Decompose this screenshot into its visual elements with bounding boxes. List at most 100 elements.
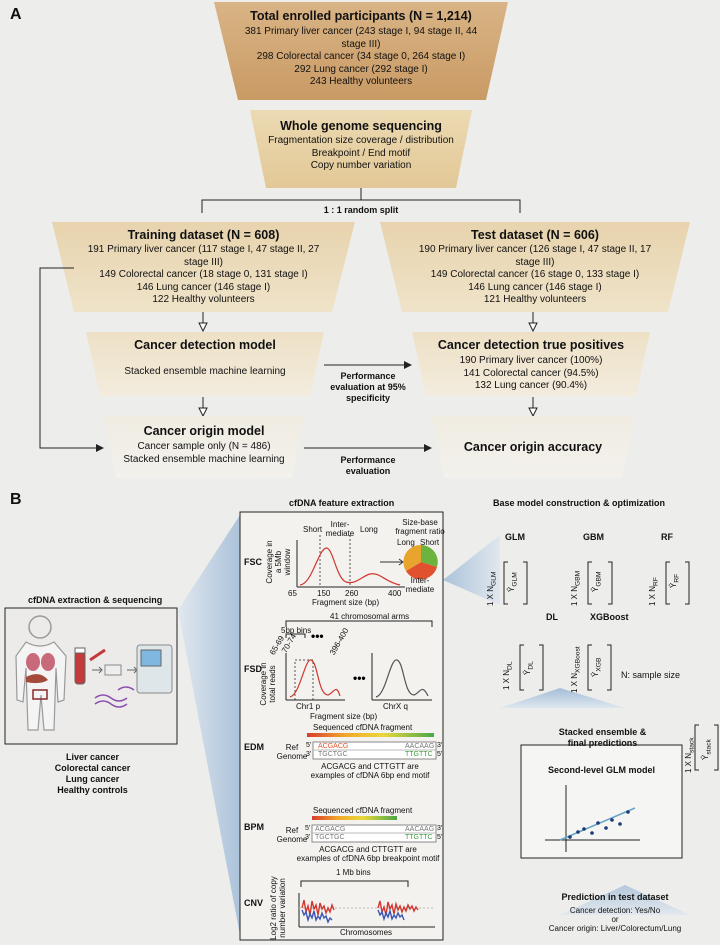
prediction-line: Cancer detection: Yes/No [569, 906, 661, 915]
fsc-ylabel: a 5Mb window [274, 548, 292, 576]
model-yhat: ŶRF [669, 573, 681, 588]
bpm-seq: AACAAG [405, 826, 435, 833]
edm-end: 3' [306, 751, 312, 758]
model-yhat: ŶGBM [591, 571, 603, 592]
test-box [380, 222, 690, 312]
pie-label-mediate: mediate [405, 585, 435, 594]
edm-end: 3' [437, 742, 443, 749]
training-line: 146 Lung cancer (146 stage I) [136, 281, 271, 293]
fsd-label: FSD [244, 664, 262, 674]
bpm-label: BPM [244, 822, 264, 832]
stacked-title: final predictions [567, 738, 638, 748]
enrolled-title: Total enrolled participants (N = 1,214) [250, 9, 472, 23]
n-note: N: sample size [621, 670, 681, 680]
fsc-region-mediate: mediate [325, 529, 355, 538]
pie-label-short: Short [420, 538, 440, 547]
group-label: Colorectal cancer [54, 763, 131, 773]
origin-model-line: Stacked ensemble machine learning [123, 453, 285, 465]
perf-eval-95-line: specificity [345, 393, 391, 403]
wgs-line: Copy number variation [310, 160, 412, 171]
model-yhat: ŶXGB [591, 657, 603, 677]
origin-model-title: Cancer origin model [143, 424, 265, 438]
panel-a-letter: A [10, 6, 22, 23]
edm-seq: TGCTGC [318, 751, 348, 758]
panel-b-shapes: ••• ••• [4, 511, 719, 941]
svg-text:•••: ••• [311, 629, 324, 643]
group-label: Healthy controls [57, 785, 128, 795]
bpm-ref: Genome [276, 835, 308, 844]
bpm-diagram [311, 816, 437, 843]
origin-model-box [104, 416, 304, 478]
wgs-line: Fragmentation size coverage / distributi… [268, 135, 454, 146]
cnv-xlabel: Chromosomes [340, 928, 393, 937]
model-dim: 1 X NRF [648, 577, 660, 606]
test-line: 190 Primary liver cancer (126 stage I, 4… [418, 244, 652, 255]
bpm-ref: Ref [285, 826, 299, 835]
detection-box [86, 332, 324, 396]
pie-label-inter: Inter- [410, 576, 430, 585]
test-line: stage III) [515, 256, 555, 268]
wgs-box [250, 110, 472, 188]
fsd-chart: ••• ••• [285, 620, 433, 701]
fsd-arms: 41 chromosomal arms [330, 612, 410, 621]
model-dim: 1 X NXGBoost [570, 646, 582, 693]
test-line: 146 Lung cancer (146 stage I) [468, 281, 602, 293]
bpm-caption: examples of cfDNA 6bp breakpoint motif [296, 854, 440, 863]
edm-seq: TTGTTC [405, 751, 433, 758]
truepos-box [412, 332, 650, 396]
prediction-line: or [611, 915, 619, 924]
bpm-caption: ACGACG and CTTGTT are [319, 845, 417, 854]
origin-accuracy-box [432, 416, 634, 478]
stack-dim: 1 X Nstack [684, 737, 696, 773]
truepos-title: Cancer detection true positives [437, 338, 625, 352]
model-name: DL [546, 612, 558, 622]
fsd-chrx: ChrX q [383, 702, 408, 711]
panel-b-letter: B [10, 491, 22, 508]
test-line: 121 Healthy volunteers [483, 294, 587, 305]
bpm-seq: TTGTTC [405, 834, 433, 841]
group-label: Liver cancer [65, 752, 120, 762]
bpm-end: 5' [305, 825, 311, 832]
fsd-ylabel: total reads [268, 665, 277, 703]
bpm-seq: ACGACG [315, 826, 346, 833]
pie-label-long: Long [397, 538, 415, 547]
fsc-ylabel: Coverage in [265, 540, 274, 584]
model-name: GLM [505, 532, 525, 542]
bpm-end: 5' [437, 834, 443, 841]
training-box [52, 222, 355, 312]
edm-ref: Ref [285, 743, 299, 752]
bpm-fragment: Sequenced cfDNA fragment [313, 806, 413, 815]
model-name: GBM [583, 532, 604, 542]
fsd-ylabel: Coverage in [259, 662, 268, 706]
fsc-tick: 400 [388, 589, 402, 598]
fsc-region-long: Long [360, 525, 378, 534]
panel-a-shapes [39, 2, 690, 478]
prediction-line: Cancer origin: Liver/Colorectum/Lung [548, 924, 682, 933]
fsc-tick: 260 [345, 589, 359, 598]
features-title: cfDNA feature extraction [289, 498, 395, 508]
edm-fragment: Sequenced cfDNA fragment [313, 723, 413, 732]
stack-yhat: Ŷstack [701, 739, 713, 760]
enrolled-line: 243 Healthy volunteers [309, 76, 413, 87]
origin-accuracy-title: Cancer origin accuracy [463, 440, 603, 454]
ratio-pie [403, 544, 438, 580]
test-title: Test dataset (N = 606) [471, 228, 599, 242]
model-dim: 1 X NGBM [570, 570, 582, 606]
model-dim: 1 X NDL [502, 661, 514, 690]
bpm-end: 3' [305, 834, 311, 841]
fsd-chr1: Chr1 p [296, 702, 321, 711]
perf-eval-95-line: evaluation at 95% [330, 382, 406, 392]
enrolled-line: 381 Primary liver cancer (243 stage I, 9… [244, 26, 478, 37]
fsc-region-short: Short [303, 525, 323, 534]
cnv-ylabel: number variation [278, 878, 287, 938]
prediction-title: Prediction in test dataset [561, 892, 669, 902]
enrolled-line: 292 Lung cancer (292 stage I) [294, 63, 428, 75]
test-line: 149 Colorectal cancer (16 stage 0, 133 s… [430, 269, 640, 280]
perf-eval-95-line: Performance [340, 371, 396, 381]
stacked-title: Stacked ensemble & [558, 727, 647, 737]
edm-ref: Genome [276, 752, 308, 761]
group-label: Lung cancer [65, 774, 120, 784]
fsc-tick: 150 [317, 589, 331, 598]
edm-end: 5' [437, 751, 443, 758]
cnv-label: CNV [244, 898, 264, 908]
